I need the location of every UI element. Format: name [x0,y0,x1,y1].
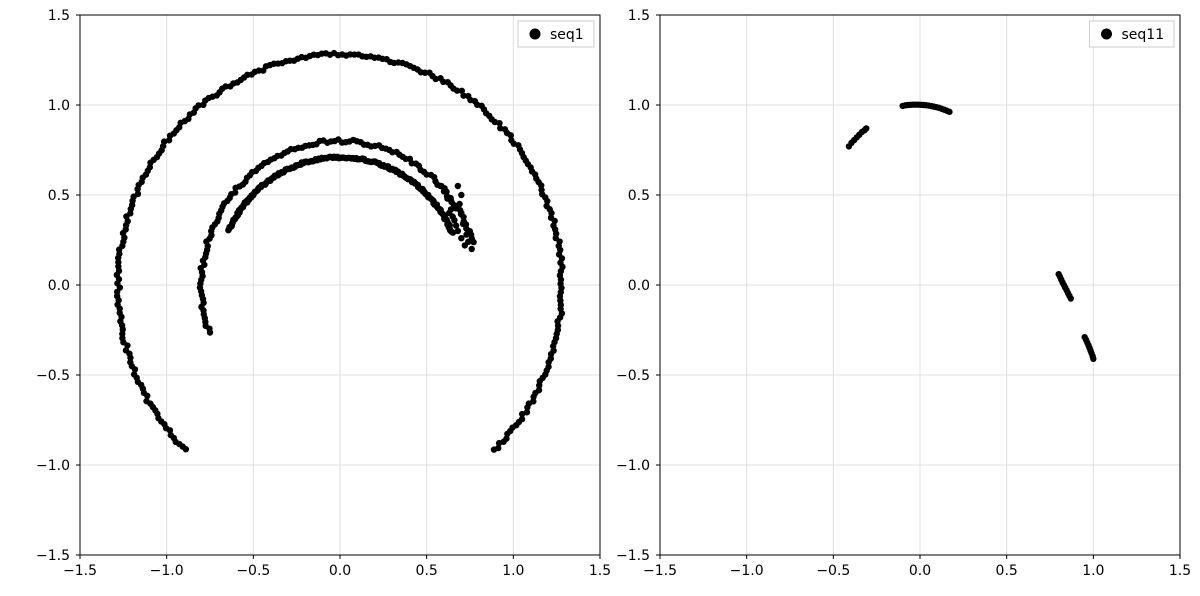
data-point [491,446,497,452]
data-point [460,221,466,227]
panel-left: −1.5 −1.0 −0.5 0.0 0.5 1.0 1.5 −1.5 −1.0 −0.5 0.0 0… [36,8,611,579]
xtick-label: 1.0 [1082,563,1104,579]
xtick-label: 1.5 [589,563,611,579]
ytick-label: 1.5 [48,8,70,24]
xtick-label: 1.0 [502,563,524,579]
data-point [441,188,447,194]
panel-right: −1.5 −1.0 −0.5 0.0 0.5 1.0 1.5 −1.5 −1.0 −0.5 0.0 0… [616,8,1191,579]
data-point [1068,295,1074,301]
xtick-label: −1.5 [643,563,677,579]
ytick-label: 0.5 [628,188,650,204]
data-point [863,125,869,131]
data-point [458,235,464,241]
ytick-label: −0.5 [36,368,70,384]
data-point [437,183,443,189]
xtick-label: −0.5 [816,563,850,579]
legend: seq11 [1090,21,1175,47]
legend-marker-icon [530,29,541,40]
data-point [455,183,461,189]
ytick-label: 1.0 [48,98,70,114]
data-point [469,246,475,252]
ytick-label: 0.0 [48,278,70,294]
xtick-label: 0.0 [329,563,351,579]
data-point [456,201,462,207]
ytick-label: −1.5 [616,548,650,564]
data-point [465,239,471,245]
ytick-label: −1.0 [36,458,70,474]
legend: seq1 [518,21,594,47]
xtick-label: −1.5 [63,563,97,579]
ytick-label: 1.5 [628,8,650,24]
data-point [448,197,454,203]
data-point [458,192,464,198]
legend-label: seq11 [1122,27,1165,43]
xtick-label: −0.5 [236,563,270,579]
ytick-label: −1.5 [36,548,70,564]
xtick-label: 0.5 [996,563,1018,579]
data-point [463,231,469,237]
xtick-label: −1.0 [150,563,184,579]
legend-label: seq1 [550,27,584,43]
legend-marker-icon [1101,29,1112,40]
xtick-label: 0.0 [909,563,931,579]
ytick-label: 0.0 [628,278,650,294]
xtick-label: −1.0 [730,563,764,579]
ytick-label: 1.0 [628,98,650,114]
xtick-label: 1.5 [1169,563,1191,579]
figure: −1.5 −1.0 −0.5 0.0 0.5 1.0 1.5 −1.5 −1.0 −0.5 0.0 0… [0,0,1200,596]
ytick-label: −1.0 [616,458,650,474]
data-point [449,213,455,219]
xtick-label: 0.5 [416,563,438,579]
data-point [1090,356,1096,362]
ytick-label: 0.5 [48,188,70,204]
ytick-label: −0.5 [616,368,650,384]
data-point [453,222,459,228]
data-point [946,109,952,115]
data-point [458,210,464,216]
